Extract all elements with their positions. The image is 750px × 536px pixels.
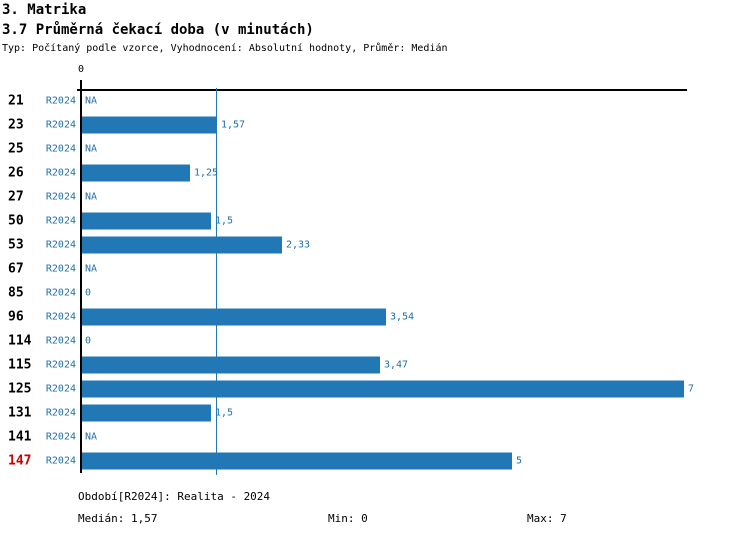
y-axis-line [80,88,82,473]
chart-meta-line: Typ: Počítaný podle vzorce, Vyhodnocení:… [2,43,448,54]
row-category-label: 147 [8,453,32,469]
row-series-label: R2024 [45,431,76,443]
row-category-label: 96 [8,309,24,325]
chart-row: 85 R2024 0 [0,281,750,305]
row-series-label: R2024 [45,167,76,179]
row-series-label: R2024 [45,263,76,275]
row-series-label: R2024 [45,359,76,371]
row-value-label: 1,57 [221,119,246,131]
row-series-label: R2024 [45,287,76,299]
chart-row: 23 R2024 1,57 [0,113,750,137]
row-series-label: R2024 [45,383,76,395]
row-category-label: 23 [8,117,24,133]
chart-row: 141 R2024 NA [0,425,750,449]
value-bar [82,236,282,254]
chart-row: 67 R2024 NA [0,257,750,281]
row-value-label: NA [85,95,98,107]
value-bar [82,212,211,230]
row-series-label: R2024 [45,239,76,251]
row-series-label: R2024 [45,191,76,203]
row-category-label: 125 [8,381,32,397]
x-axis-tick [80,80,82,94]
row-value-label: 0 [85,287,92,299]
row-series-label: R2024 [45,143,76,155]
row-series-label: R2024 [45,407,76,419]
value-bar [82,164,190,182]
chart-row: 50 R2024 1,5 [0,209,750,233]
x-axis-zero-label: 0 [77,64,85,75]
section-title: 3. Matrika [2,2,87,18]
row-value-label: 0 [85,335,92,347]
row-category-label: 115 [8,357,32,373]
chart-row: 125 R2024 7 [0,377,750,401]
row-category-label: 131 [8,405,32,421]
row-value-label: NA [85,431,98,443]
row-category-label: 25 [8,141,24,157]
value-bar [82,452,512,470]
row-category-label: 27 [8,189,24,205]
row-category-label: 50 [8,213,24,229]
row-category-label: 114 [8,333,32,349]
row-value-label: NA [85,143,98,155]
footer-median-stat: Medián: 1,57 [78,512,158,525]
footer-min-stat: Min: 0 [328,512,368,525]
row-category-label: 67 [8,261,24,277]
row-value-label: NA [85,263,98,275]
row-series-label: R2024 [45,95,76,107]
row-value-label: NA [85,191,98,203]
chart-row: 27 R2024 NA [0,185,750,209]
row-series-label: R2024 [45,119,76,131]
value-bar [82,116,217,134]
row-category-label: 26 [8,165,24,181]
chart-row: 147 R2024 5 [0,449,750,473]
value-bar [82,380,684,398]
chart-row: 96 R2024 3,54 [0,305,750,329]
row-value-label: 3,54 [390,311,415,323]
row-value-label: 7 [688,383,695,395]
median-reference-line [216,88,217,475]
value-bar [82,356,380,374]
value-bar [82,404,211,422]
chart-row: 114 R2024 0 [0,329,750,353]
row-value-label: 1,5 [215,215,234,227]
chart-row: 53 R2024 2,33 [0,233,750,257]
row-series-label: R2024 [45,311,76,323]
row-category-label: 85 [8,285,24,301]
footer-period-label: Období[R2024]: Realita - 2024 [78,490,271,503]
row-value-label: 1,25 [194,167,219,179]
row-series-label: R2024 [45,335,76,347]
value-bar [82,308,386,326]
row-value-label: 3,47 [384,359,409,371]
chart-row: 21 R2024 NA [0,89,750,113]
row-value-label: 1,5 [215,407,234,419]
row-category-label: 141 [8,429,32,445]
chart-title: 3.7 Průměrná čekací doba (v minutách) [2,22,314,38]
row-value-label: 2,33 [286,239,311,251]
row-category-label: 21 [8,93,24,109]
chart-row: 25 R2024 NA [0,137,750,161]
row-value-label: 5 [516,455,523,467]
row-category-label: 53 [8,237,24,253]
row-series-label: R2024 [45,455,76,467]
footer-max-stat: Max: 7 [527,512,567,525]
chart-row: 115 R2024 3,47 [0,353,750,377]
row-series-label: R2024 [45,215,76,227]
x-axis-line [77,89,687,91]
bar-chart: 0 21 R2024 NA 23 R2024 1,57 25 R2024 NA 26 R2024 1,… [0,64,750,475]
chart-row: 26 R2024 1,25 [0,161,750,185]
chart-row: 131 R2024 1,5 [0,401,750,425]
